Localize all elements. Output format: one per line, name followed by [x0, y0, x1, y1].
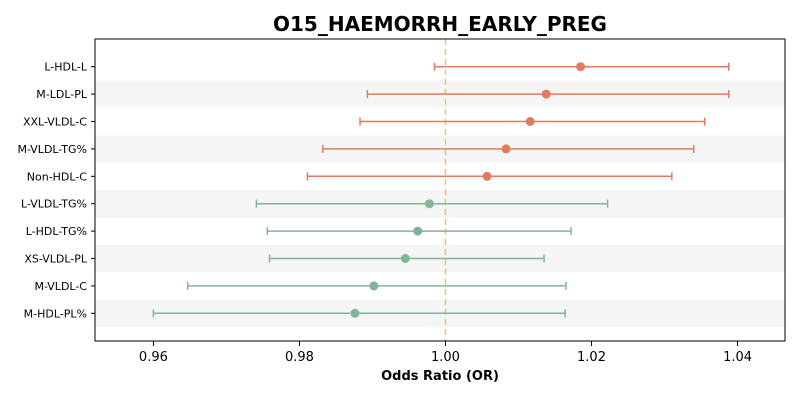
- or-point: [413, 226, 423, 236]
- y-tick-label: L-HDL-TG%: [26, 225, 87, 238]
- or-point: [501, 144, 511, 154]
- y-tick-label: XS-VLDL-PL: [24, 253, 88, 266]
- y-tick-label: L-HDL-L: [44, 61, 88, 74]
- x-tick-label: 1.02: [577, 350, 606, 365]
- or-point: [369, 281, 379, 291]
- x-tick-label: 1.04: [723, 350, 752, 365]
- y-tick-label: M-HDL-PL%: [24, 307, 87, 320]
- row-marks: [306, 171, 673, 181]
- or-point: [576, 62, 586, 72]
- row-marks: [268, 254, 545, 263]
- row-marks: [322, 144, 695, 154]
- row-marks: [433, 62, 730, 72]
- y-axis: L-HDL-L M-LDL-PL XXL-VLDL-C M-VLDL-TG% Non-H…: [17, 61, 95, 320]
- x-tick-label: 1.00: [431, 350, 460, 365]
- row-marks: [366, 89, 730, 99]
- y-tick-label: L-VLDL-TG%: [21, 198, 87, 211]
- x-axis-label: Odds Ratio (OR): [381, 369, 499, 384]
- or-point: [482, 171, 492, 181]
- data-marks-group: [152, 62, 730, 318]
- plot-frame: [94, 38, 786, 342]
- or-point: [424, 199, 434, 209]
- or-point: [350, 308, 360, 318]
- x-tick-label: 0.98: [285, 350, 314, 365]
- row-marks: [255, 199, 609, 209]
- x-tick-label: 0.96: [139, 350, 168, 365]
- y-tick-label: Non-HDL-C: [27, 170, 88, 183]
- or-point: [525, 117, 535, 126]
- chart-title: O15_HAEMORRH_EARLY_PREG: [273, 12, 607, 36]
- row-marks: [152, 308, 566, 318]
- or-point: [400, 254, 410, 263]
- row-marks: [186, 281, 567, 291]
- y-tick-label: M-LDL-PL: [36, 88, 88, 101]
- row-marks: [266, 226, 572, 236]
- y-tick-label: M-VLDL-TG%: [17, 143, 87, 156]
- y-tick-label: M-VLDL-C: [34, 280, 87, 293]
- or-point: [541, 89, 551, 99]
- row-marks: [359, 117, 706, 126]
- y-tick-label: XXL-VLDL-C: [23, 116, 87, 129]
- x-axis: 0.96 0.98 1.00 1.02 1.04: [139, 341, 752, 365]
